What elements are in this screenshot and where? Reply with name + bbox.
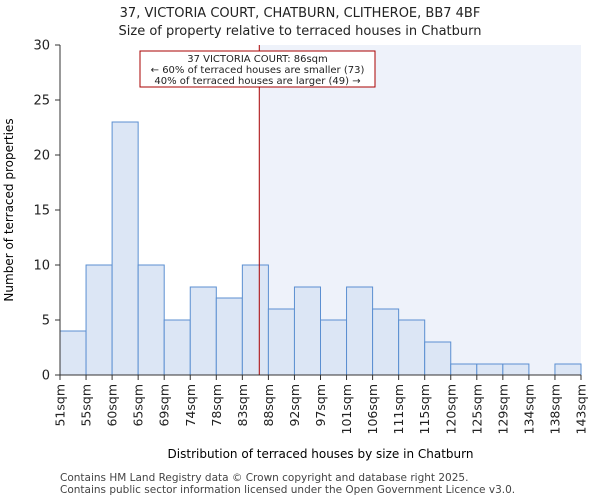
bar-101sqm — [346, 286, 374, 376]
x-tick-label: 65sqm — [131, 384, 146, 427]
x-tick-label: 101sqm — [339, 384, 354, 434]
y-tick-label: 0 — [42, 369, 50, 384]
bar-97sqm — [320, 319, 348, 376]
bar-125sqm — [476, 363, 504, 376]
x-tick-label: 69sqm — [157, 384, 172, 427]
bar-106sqm — [372, 308, 400, 376]
bar-88sqm — [267, 308, 295, 376]
annotation-line-1: 37 VICTORIA COURT: 86sqm — [187, 54, 328, 65]
bar-92sqm — [293, 286, 322, 376]
y-tick-label: 5 — [42, 314, 50, 329]
x-axis-label: Distribution of terraced houses by size … — [168, 447, 474, 461]
x-tick-label: 88sqm — [261, 384, 276, 427]
x-tick-label: 120sqm — [443, 384, 458, 434]
bar-120sqm — [450, 363, 478, 376]
bar-55sqm — [85, 264, 113, 376]
x-tick-label: 51sqm — [53, 384, 68, 427]
bar-111sqm — [398, 319, 426, 376]
x-tick-label: 143sqm — [574, 384, 589, 434]
x-tick-label: 97sqm — [313, 384, 328, 427]
x-tick-label: 129sqm — [495, 384, 510, 434]
x-tick-label: 134sqm — [521, 384, 536, 434]
x-tick-label: 55sqm — [79, 384, 94, 427]
y-tick-label: 15 — [33, 204, 50, 219]
annotation-box: 37 VICTORIA COURT: 86sqm ← 60% of terrac… — [139, 50, 376, 88]
x-tick-label: 111sqm — [391, 384, 406, 434]
x-tick-label: 78sqm — [209, 384, 224, 427]
x-tick-label: 106sqm — [365, 384, 380, 434]
y-tick-label: 20 — [33, 149, 50, 164]
x-tick-label: 92sqm — [287, 384, 302, 427]
bar-60sqm — [111, 121, 139, 376]
chart-title: 37, VICTORIA COURT, CHATBURN, CLITHEROE,… — [119, 6, 481, 21]
x-tick-label: 83sqm — [235, 384, 250, 427]
bar-129sqm — [502, 363, 530, 376]
x-tick-label: 60sqm — [105, 384, 120, 427]
bar-138sqm — [554, 363, 582, 376]
annotation-line-3: 40% of terraced houses are larger (49) → — [154, 76, 360, 87]
x-tick-label: 74sqm — [183, 384, 198, 427]
bar-65sqm — [137, 264, 165, 376]
footer-copyright: Contains HM Land Registry data © Crown c… — [60, 472, 469, 484]
bar-74sqm — [189, 286, 217, 376]
bar-69sqm — [163, 319, 191, 376]
y-axis-label: Number of terraced properties — [2, 118, 16, 301]
x-tick-label: 115sqm — [417, 384, 432, 434]
chart-subtitle: Size of property relative to terraced ho… — [118, 24, 482, 39]
x-tick-label: 125sqm — [469, 384, 484, 434]
y-tick-label: 25 — [33, 94, 50, 109]
bar-51sqm — [59, 330, 87, 376]
bar-78sqm — [215, 297, 243, 376]
y-tick-label: 10 — [33, 259, 50, 274]
y-tick-label: 30 — [33, 39, 50, 54]
x-tick-label: 138sqm — [547, 384, 562, 434]
footer-licence: Contains public sector information licen… — [60, 484, 516, 496]
bar-115sqm — [424, 341, 452, 376]
annotation-line-2: ← 60% of terraced houses are smaller (73… — [151, 65, 365, 76]
bar-83sqm — [241, 264, 269, 376]
